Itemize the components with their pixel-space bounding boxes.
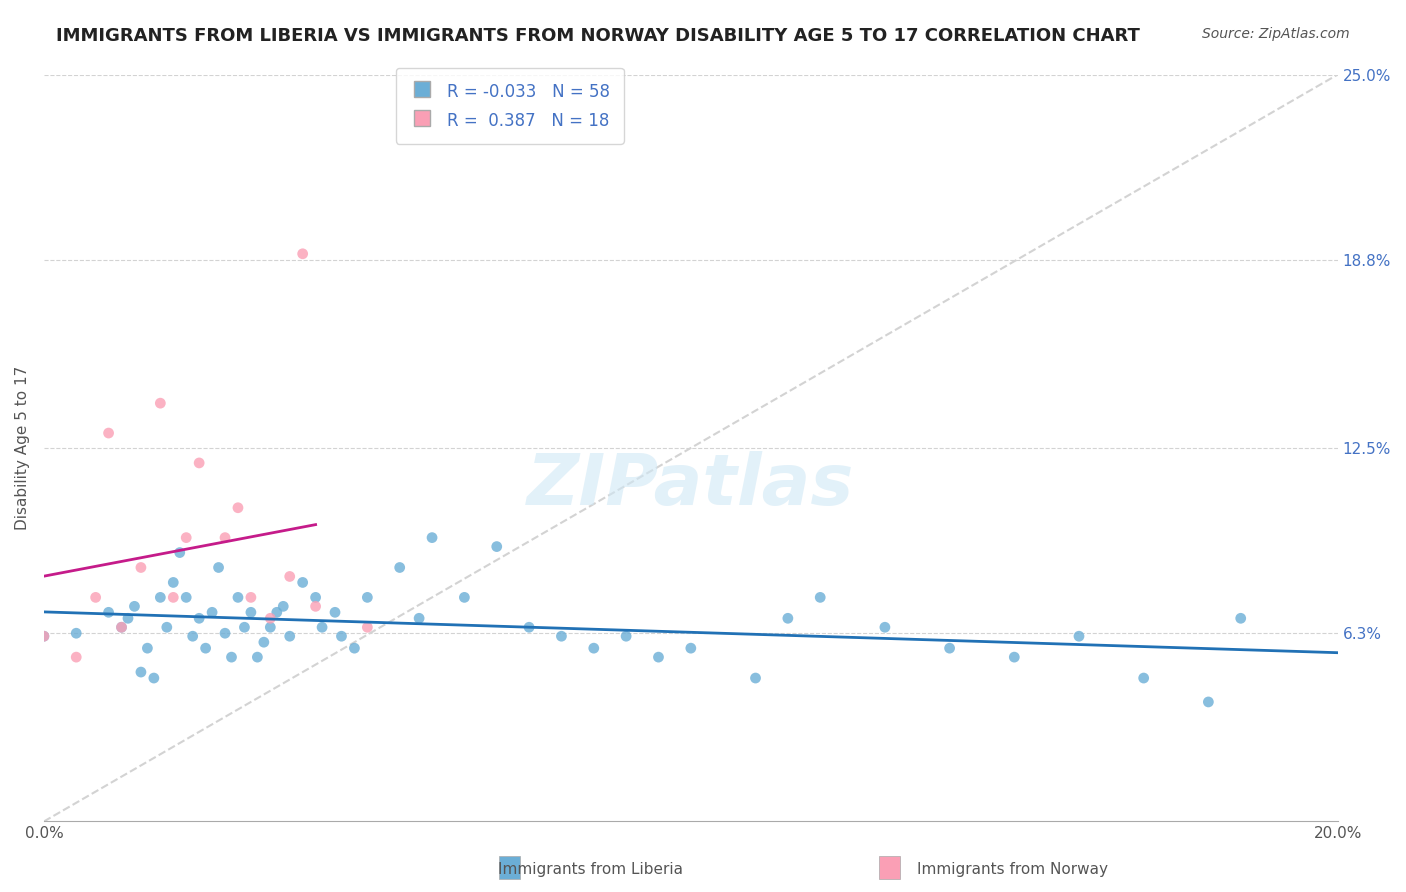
Point (214, 531, 236, 545)
Point (253, 635, 276, 649)
Point (517, 620, 540, 634)
Point (420, 531, 443, 545)
Point (343, 641, 366, 656)
Point (194, 641, 217, 656)
Point (214, 626, 236, 640)
Point (485, 540, 508, 554)
Text: Immigrants from Norway: Immigrants from Norway (917, 863, 1108, 877)
Point (110, 620, 132, 634)
Text: ZIPatlas: ZIPatlas (527, 450, 855, 520)
Point (388, 560, 411, 574)
Point (304, 599, 326, 614)
Point (233, 620, 256, 634)
Point (259, 611, 281, 625)
Point (239, 591, 262, 605)
Point (1002, 650, 1025, 665)
Point (356, 620, 378, 634)
Point (162, 575, 184, 590)
Point (614, 629, 637, 643)
Point (174, 591, 197, 605)
Point (550, 629, 572, 643)
Point (226, 500, 249, 515)
Text: Immigrants from Liberia: Immigrants from Liberia (498, 863, 683, 877)
Point (647, 650, 669, 665)
Point (169, 545, 191, 559)
Y-axis label: Disability Age 5 to 17: Disability Age 5 to 17 (15, 366, 30, 530)
Point (142, 671, 165, 685)
Point (117, 611, 139, 625)
Point (156, 620, 179, 634)
Point (679, 641, 702, 656)
Legend: R = -0.033   N = 58, R =  0.387   N = 18: R = -0.033 N = 58, R = 0.387 N = 18 (395, 68, 624, 144)
Point (149, 591, 172, 605)
Point (582, 641, 605, 656)
Point (323, 605, 346, 619)
Point (129, 560, 152, 574)
Point (291, 247, 314, 261)
Point (938, 641, 960, 656)
Point (408, 611, 430, 625)
Point (271, 599, 294, 614)
Point (1132, 671, 1154, 685)
Point (32, 629, 55, 643)
Point (221, 650, 243, 665)
Point (207, 560, 229, 574)
Point (304, 591, 326, 605)
Point (65, 650, 87, 665)
Point (873, 620, 896, 634)
Point (1229, 611, 1251, 625)
Point (136, 641, 159, 656)
Point (188, 611, 211, 625)
Point (149, 396, 172, 410)
Point (278, 569, 301, 583)
Text: IMMIGRANTS FROM LIBERIA VS IMMIGRANTS FROM NORWAY DISABILITY AGE 5 TO 17 CORRELA: IMMIGRANTS FROM LIBERIA VS IMMIGRANTS FR… (56, 27, 1140, 45)
Point (1067, 629, 1090, 643)
Point (266, 605, 288, 619)
Point (162, 591, 184, 605)
Point (239, 605, 262, 619)
Text: Source: ZipAtlas.com: Source: ZipAtlas.com (1202, 27, 1350, 41)
Point (201, 605, 224, 619)
Point (97, 605, 120, 619)
Point (1197, 695, 1219, 709)
Point (32, 629, 55, 643)
Point (311, 620, 333, 634)
Point (181, 629, 204, 643)
Point (84, 591, 107, 605)
Point (453, 591, 475, 605)
Point (174, 531, 197, 545)
Point (188, 456, 211, 470)
Point (65, 626, 87, 640)
Point (246, 650, 269, 665)
Point (124, 599, 146, 614)
Point (278, 629, 301, 643)
Point (110, 620, 132, 634)
Point (356, 591, 378, 605)
Point (744, 671, 766, 685)
Point (259, 620, 281, 634)
Point (97, 425, 120, 440)
Point (226, 591, 249, 605)
Point (291, 575, 314, 590)
Point (330, 629, 353, 643)
Point (129, 665, 152, 679)
Point (808, 591, 831, 605)
Point (776, 611, 799, 625)
